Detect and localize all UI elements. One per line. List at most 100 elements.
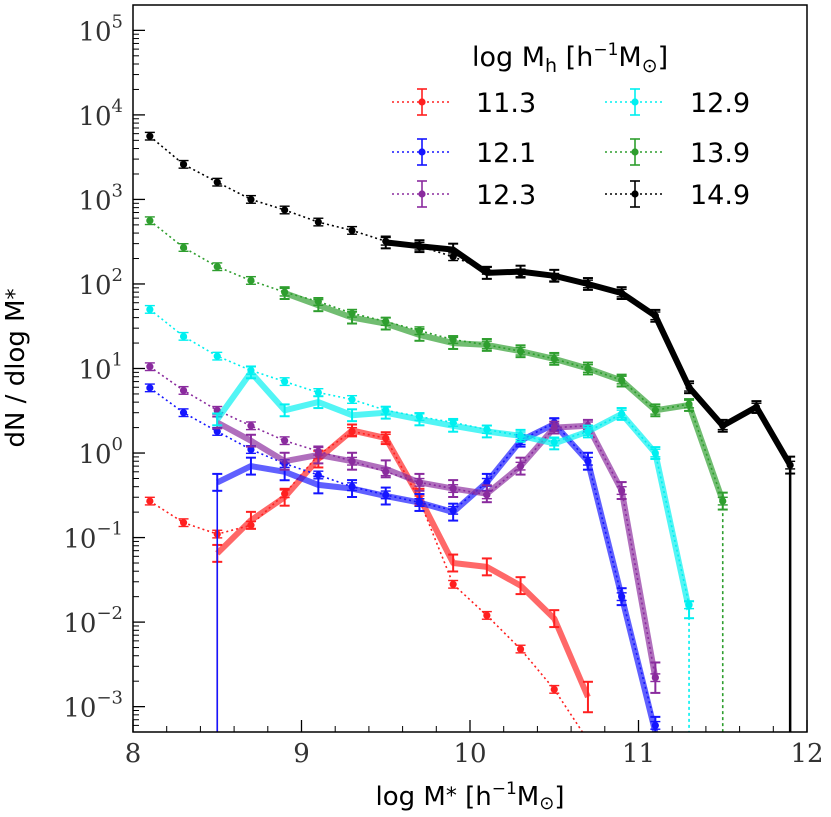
data-point	[415, 327, 424, 335]
solid-line	[215, 427, 591, 699]
data-point	[314, 447, 322, 455]
legend-title: log Mh [h−1M⊙]	[472, 40, 668, 77]
data-point	[247, 366, 255, 374]
data-point	[281, 288, 289, 296]
legend-label: 13.9	[690, 138, 750, 169]
dotted-line	[149, 308, 690, 605]
data-point	[719, 422, 727, 430]
legend-label: 12.3	[476, 180, 536, 211]
data-point	[179, 160, 188, 168]
y-tick-label: 100	[78, 434, 123, 470]
data-point	[584, 427, 592, 436]
data-point	[146, 305, 154, 314]
solid-line	[215, 421, 659, 732]
data-point	[685, 400, 693, 408]
data-point	[550, 423, 558, 432]
data-point	[449, 506, 457, 514]
dotted-line	[149, 366, 657, 678]
data-point	[550, 273, 558, 281]
legend-entry-12-9: 12.9	[605, 88, 750, 119]
data-point	[449, 418, 457, 427]
data-point	[348, 483, 356, 491]
y-tick-label: 104	[78, 96, 123, 132]
y-tick-label: 10−2	[63, 603, 123, 639]
data-point	[516, 347, 525, 355]
data-point	[146, 132, 154, 140]
data-point	[584, 457, 592, 465]
data-point	[314, 297, 322, 306]
data-point	[382, 317, 390, 326]
data-point	[752, 403, 761, 411]
dotted-line	[149, 430, 584, 732]
data-point	[179, 409, 188, 417]
data-point	[415, 242, 424, 250]
data-point	[516, 432, 525, 440]
legend-entry-13-9: 13.9	[605, 138, 750, 169]
data-point	[449, 580, 457, 588]
data-point	[483, 266, 491, 274]
data-point	[146, 497, 154, 505]
data-point	[584, 280, 592, 288]
data-point	[584, 737, 591, 744]
data-point	[348, 395, 356, 404]
data-point	[483, 425, 491, 434]
dotted-line	[149, 220, 724, 502]
data-point	[483, 341, 491, 349]
data-point	[483, 491, 491, 499]
data-point	[382, 406, 390, 414]
data-point	[382, 237, 390, 245]
data-point	[247, 195, 255, 204]
legend-label: 14.9	[690, 180, 750, 211]
data-point	[584, 364, 592, 373]
legend-label: 11.3	[476, 88, 536, 119]
data-point	[213, 178, 221, 186]
data-point	[550, 685, 558, 693]
y-tick-label: 10−3	[63, 688, 123, 724]
data-point	[179, 332, 188, 340]
data-point	[348, 226, 356, 235]
legend: log Mh [h−1M⊙] 11.3 12.1 12.3 12.9 13.9 14.9	[392, 40, 750, 211]
data-point	[651, 674, 659, 682]
plot-frame	[132, 4, 808, 733]
data-point	[449, 335, 457, 344]
data-point	[618, 486, 626, 495]
legend-marker	[631, 190, 639, 198]
data-point	[651, 721, 659, 729]
data-point	[146, 384, 154, 392]
x-axis-label: log M* [h−1M⊙]	[376, 779, 565, 814]
data-point	[213, 427, 221, 436]
data-point	[281, 437, 289, 445]
data-point	[483, 478, 491, 486]
series-14-9	[144, 131, 796, 732]
x-tick-label: 10	[453, 739, 486, 769]
data-point	[348, 457, 356, 465]
data-point	[516, 269, 525, 277]
data-point	[685, 383, 693, 391]
data-point	[449, 484, 457, 493]
data-point	[618, 289, 626, 297]
data-point	[618, 376, 626, 384]
data-point	[415, 478, 424, 486]
data-point	[281, 206, 289, 214]
y-tick-label: 101	[78, 350, 123, 386]
data-point	[314, 218, 322, 226]
series-12-3	[144, 362, 661, 694]
data-point	[179, 243, 188, 252]
data-point	[213, 352, 221, 360]
data-point	[651, 406, 659, 414]
legend-entry-12-1: 12.1	[392, 138, 536, 169]
data-point	[247, 521, 255, 529]
data-point	[179, 386, 188, 395]
dotted-line	[149, 135, 791, 466]
data-point	[516, 645, 525, 653]
legend-marker	[631, 98, 639, 106]
legend-entry-12-3: 12.3	[392, 180, 536, 211]
series-layer	[144, 131, 796, 744]
y-tick-label: 105	[78, 11, 123, 47]
data-point	[314, 471, 322, 479]
legend-entry-11-3: 11.3	[392, 88, 536, 119]
solid-line	[215, 419, 659, 679]
data-point	[483, 611, 491, 620]
y-tick-label: 10−1	[63, 519, 123, 555]
